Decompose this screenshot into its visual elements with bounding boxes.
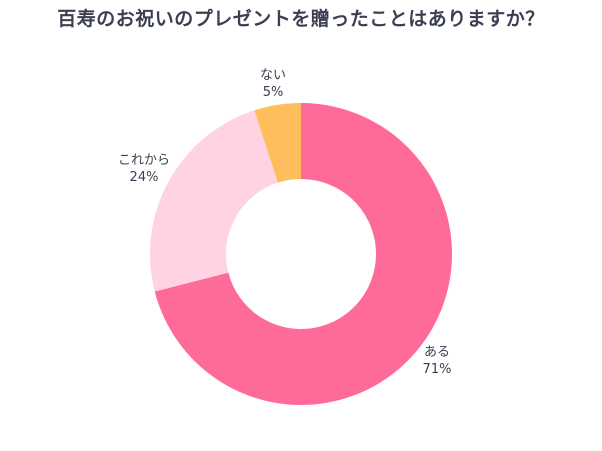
slice-label-3: ない — [260, 68, 286, 83]
donut-slices — [149, 103, 453, 405]
slice-value-label-2: 24% — [130, 170, 159, 185]
chart-title: 百寿のお祝いのプレゼントを贈ったことはありますか？ — [57, 8, 545, 30]
slice-labels: ある 71% これから 24% ない 5% — [118, 68, 451, 377]
slice-label-2: これから — [118, 153, 170, 168]
donut-slice-1 — [154, 103, 453, 405]
slice-label-1: ある — [424, 345, 450, 360]
slice-value-label-3: 5% — [263, 85, 284, 100]
donut-slice-2 — [149, 110, 278, 292]
slice-value-label-1: 71% — [423, 362, 452, 377]
donut-slice-3 — [254, 103, 301, 183]
